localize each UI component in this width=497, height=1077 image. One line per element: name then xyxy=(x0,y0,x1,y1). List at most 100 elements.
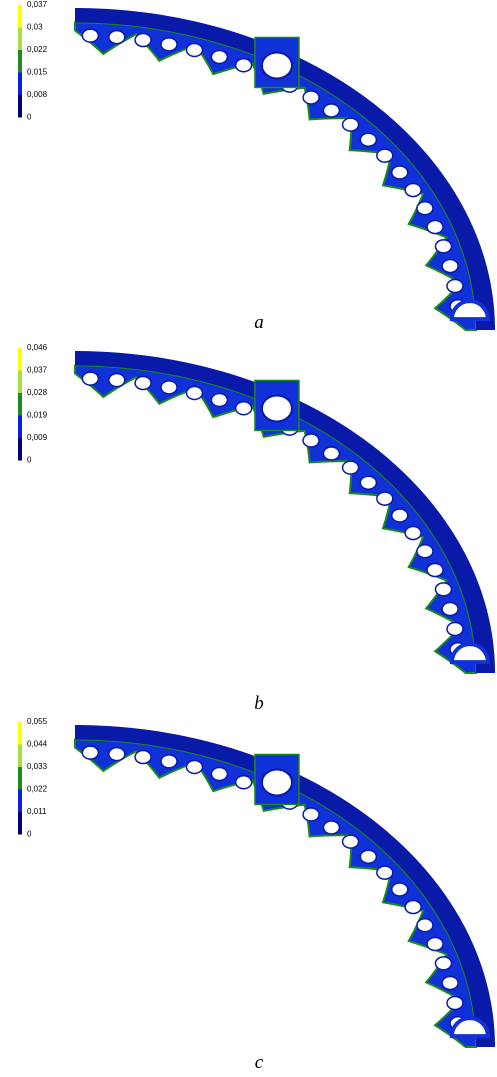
legend-label: 0,033 xyxy=(27,762,48,771)
hole xyxy=(442,260,458,273)
legend-swatch xyxy=(18,438,22,461)
hole xyxy=(161,38,177,51)
hole xyxy=(211,393,227,406)
legend-label: 0,028 xyxy=(27,388,48,397)
figure: 0,0370,030,0220,0150,0080a0,0460,0370,02… xyxy=(0,0,497,1077)
hole xyxy=(303,808,319,821)
hole xyxy=(323,821,339,834)
hole xyxy=(109,374,125,387)
hole xyxy=(447,997,463,1010)
legend-label: 0,055 xyxy=(27,717,48,726)
hole xyxy=(435,957,451,970)
hole xyxy=(236,402,252,415)
hole xyxy=(236,59,252,72)
end-hole xyxy=(452,644,488,662)
legend-swatch xyxy=(18,371,22,394)
legend-label: 0,037 xyxy=(27,0,48,9)
legend-label: 0 xyxy=(27,456,32,465)
hole xyxy=(377,492,393,505)
hole xyxy=(360,476,376,489)
hole xyxy=(323,104,339,117)
caption: b xyxy=(254,693,264,714)
hole xyxy=(417,202,433,215)
legend-label: 0,022 xyxy=(27,785,48,794)
hole xyxy=(343,461,359,474)
legend-label: 0,009 xyxy=(27,433,48,442)
hole xyxy=(186,43,202,56)
legend-label: 0,046 xyxy=(27,343,48,352)
hole xyxy=(442,977,458,990)
end-hole xyxy=(452,301,488,319)
hole xyxy=(360,850,376,863)
hole xyxy=(186,386,202,399)
hole xyxy=(135,377,151,390)
hole xyxy=(392,166,408,179)
legend-swatch xyxy=(18,5,22,28)
hole xyxy=(392,883,408,896)
legend-label: 0,019 xyxy=(27,411,48,420)
hole xyxy=(303,91,319,104)
legend-swatch xyxy=(18,745,22,768)
legend-label: 0,011 xyxy=(27,807,47,816)
legend-label: 0,03 xyxy=(27,23,43,32)
legend-swatch xyxy=(18,767,22,790)
hole xyxy=(377,149,393,162)
legend-swatch xyxy=(18,393,22,416)
hole xyxy=(82,29,98,42)
legend-swatch xyxy=(18,28,22,51)
hole xyxy=(447,280,463,293)
legend-swatch xyxy=(18,790,22,813)
hole xyxy=(427,564,443,577)
legend-swatch xyxy=(18,95,22,118)
hole xyxy=(447,623,463,636)
legend-swatch xyxy=(18,416,22,439)
legend-label: 0 xyxy=(27,113,32,122)
hole xyxy=(360,133,376,146)
hole xyxy=(392,509,408,522)
hole xyxy=(405,527,421,540)
legend-swatch xyxy=(18,73,22,96)
end-hole xyxy=(452,1018,488,1036)
hole xyxy=(417,545,433,558)
hole xyxy=(186,760,202,773)
hole xyxy=(405,184,421,197)
hole xyxy=(323,447,339,460)
legend-swatch xyxy=(18,812,22,835)
legend-label: 0,015 xyxy=(27,68,48,77)
hole xyxy=(109,31,125,44)
hole xyxy=(442,603,458,616)
large-hole xyxy=(262,395,292,421)
hole xyxy=(135,34,151,47)
hole xyxy=(435,583,451,596)
hole xyxy=(236,776,252,789)
hole xyxy=(377,866,393,879)
legend-label: 0,022 xyxy=(27,45,48,54)
legend-swatch xyxy=(18,348,22,371)
hole xyxy=(417,919,433,932)
large-hole xyxy=(262,52,292,78)
hole xyxy=(82,746,98,759)
hole xyxy=(161,755,177,768)
hole xyxy=(135,751,151,764)
hole xyxy=(405,901,421,914)
contour-panel: 0,046 0,037 0,028 0,019 0,009 0 xyxy=(18,343,495,673)
hole xyxy=(82,372,98,385)
hole xyxy=(343,835,359,848)
large-hole xyxy=(262,769,292,795)
legend-label: 0 xyxy=(27,830,32,839)
caption: c xyxy=(255,1052,264,1073)
hole xyxy=(427,221,443,234)
hole xyxy=(343,118,359,131)
legend-swatch xyxy=(18,722,22,745)
hole xyxy=(211,50,227,63)
hole xyxy=(211,767,227,780)
caption: a xyxy=(254,312,264,333)
legend-swatch xyxy=(18,50,22,73)
legend-label: 0,037 xyxy=(27,366,48,375)
hole xyxy=(303,434,319,447)
hole xyxy=(435,240,451,253)
hole xyxy=(109,748,125,761)
hole xyxy=(427,938,443,951)
